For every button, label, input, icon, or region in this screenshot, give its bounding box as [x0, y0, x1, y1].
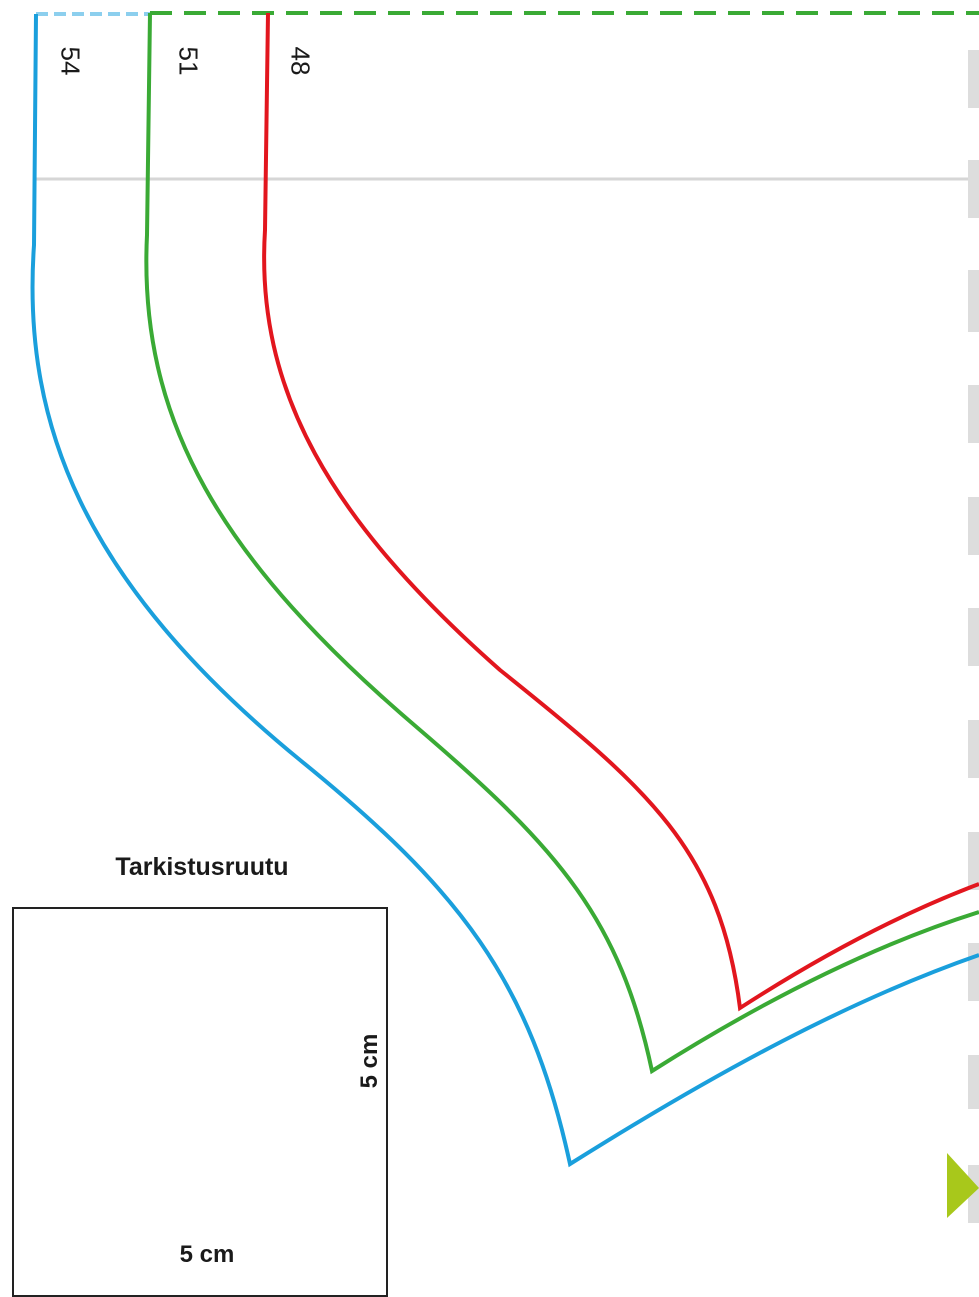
check-square [12, 907, 388, 1297]
size-label-54: 54 [55, 46, 86, 76]
check-square-title: Tarkistusruutu [115, 853, 289, 881]
check-square-height-label: 5 cm [356, 1033, 383, 1089]
size-48-outline [262, 12, 979, 1012]
size-51-outline [144, 12, 979, 1075]
size-54-outline [30, 13, 979, 1168]
size-label-48: 48 [285, 46, 316, 76]
check-square-width-label: 5 cm [179, 1241, 235, 1268]
fold-marker-triangle [947, 1153, 979, 1218]
right-margin-guide [968, 50, 979, 1223]
size-label-51: 51 [173, 46, 204, 76]
